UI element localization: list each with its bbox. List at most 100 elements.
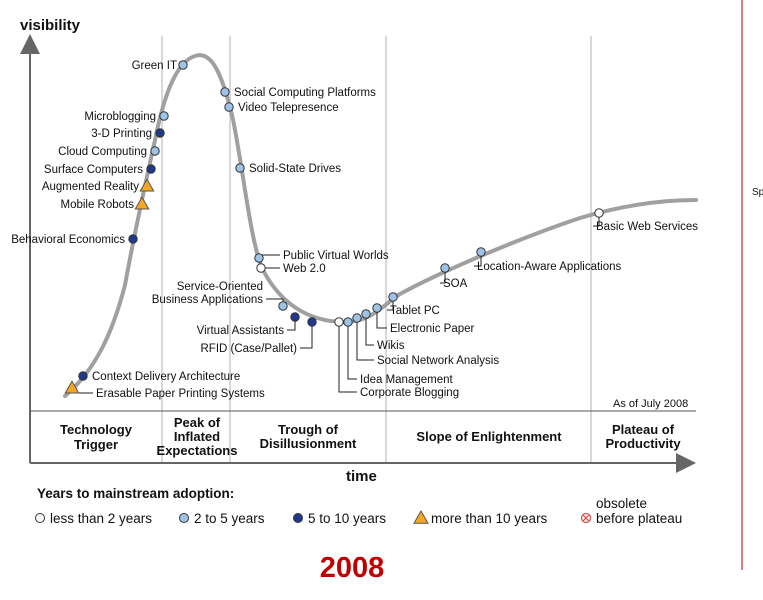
leader-line [338, 326, 357, 393]
tech-idea-management: Idea Management [343, 317, 454, 386]
legend-label: 2 to 5 years [194, 511, 265, 526]
legend-marker-2-to-5 [179, 513, 189, 523]
marker-social-computing-platforms [220, 87, 230, 97]
label-erasable-paper-printing-systems: Erasable Paper Printing Systems [96, 388, 265, 400]
label-wikis: Wikis [377, 340, 405, 352]
hype-curve [63, 53, 698, 398]
legend-item-2-to-5: 2 to 5 years [179, 511, 265, 526]
leader-line [387, 301, 394, 311]
marker-virtual-assistants [290, 312, 300, 322]
as-of-note: As of July 2008 [613, 398, 688, 410]
label-idea-management: Idea Management [360, 374, 454, 386]
label-basic-web-services: Basic Web Services [596, 221, 698, 233]
label-electronic-paper: Electronic Paper [390, 323, 475, 335]
label-video-telepresence: Video Telepresence [238, 102, 339, 114]
tech-location-aware-applications: Location-Aware Applications [474, 247, 622, 273]
tech-wikis: Wikis [361, 309, 405, 352]
tech-social-computing-platforms: Social Computing Platforms [220, 87, 376, 99]
label-soa: SOA [443, 278, 468, 290]
label-augmented-reality: Augmented Reality [42, 181, 139, 193]
phase-labels: Technology Trigger Peak of Inflated Expe… [60, 415, 681, 458]
legend-marker-5-to-10 [293, 513, 303, 523]
label-context-delivery-architecture: Context Delivery Architecture [92, 371, 240, 383]
tech-web-2-0: Web 2.0 [256, 263, 326, 275]
marker-idea-management [343, 317, 353, 327]
legend-label: 5 to 10 years [308, 511, 386, 526]
x-axis-label: time [346, 468, 377, 485]
label-rfid-case-pallet: RFID (Case/Pallet) [201, 343, 298, 355]
label-public-virtual-worlds: Public Virtual Worlds [283, 250, 389, 262]
marker-3-d-printing [155, 128, 165, 138]
tech-solid-state-drives: Solid-State Drives [235, 163, 341, 175]
legend-marker-less-than-2 [35, 513, 45, 523]
marker-wikis [361, 309, 371, 319]
leader-line [440, 272, 446, 284]
label-web-2-0: Web 2.0 [283, 263, 326, 275]
tech-green-it: Green IT [132, 60, 188, 72]
marker-electronic-paper [372, 303, 382, 313]
label-social-computing-platforms: Social Computing Platforms [234, 87, 376, 99]
phase-plateau-line2: Productivity [605, 436, 681, 451]
tech-augmented-reality: Augmented Reality [42, 178, 155, 193]
tech-erasable-paper-printing-systems: Erasable Paper Printing Systems [64, 380, 265, 400]
marker-mobile-robots [134, 196, 150, 210]
marker-video-telepresence [224, 102, 234, 112]
tech-behavioral-economics: Behavioral Economics [11, 234, 138, 246]
phase-plateau: Plateau of [612, 422, 675, 437]
phase-technology-trigger: Technology [60, 422, 133, 437]
label-green-it: Green IT [132, 60, 177, 72]
marker-behavioral-economics [128, 234, 138, 244]
marker-erasable-paper-printing-systems [64, 380, 80, 394]
phase-peak-line3: Expectations [157, 443, 238, 458]
marker-basic-web-services [594, 208, 604, 218]
tech-microblogging: Microblogging [84, 111, 169, 123]
technology-marks: Green IT Social Computing Platforms Video … [11, 60, 698, 400]
marker-cloud-computing [150, 146, 160, 156]
tech-surface-computers: Surface Computers [44, 164, 156, 176]
tech-context-delivery-architecture: Context Delivery Architecture [78, 371, 240, 383]
leader-line [474, 256, 482, 267]
marker-augmented-reality [139, 178, 155, 192]
marker-tablet-pc [388, 292, 398, 302]
tech-electronic-paper: Electronic Paper [372, 303, 475, 335]
phase-technology-trigger-line2: Trigger [74, 437, 118, 452]
legend-items: less than 2 years 2 to 5 years 5 to 10 yea… [35, 496, 682, 526]
legend-label: obsolete [596, 496, 647, 511]
phase-trough-line2: Disillusionment [260, 436, 357, 451]
label-microblogging: Microblogging [84, 111, 156, 123]
label-cloud-computing: Cloud Computing [58, 146, 147, 158]
label-social-network-analysis: Social Network Analysis [377, 355, 499, 367]
marker-rfid-case-pallet [307, 317, 317, 327]
legend-marker-obsolete [580, 512, 592, 524]
tech-soa: SOA [440, 263, 468, 290]
legend-label: more than 10 years [431, 511, 548, 526]
tech-tablet-pc: Tablet PC [387, 292, 440, 317]
label-mobile-robots: Mobile Robots [60, 199, 134, 211]
tech-corporate-blogging: Corporate Blogging [334, 317, 459, 399]
marker-soa [440, 263, 450, 273]
label-tablet-pc: Tablet PC [390, 305, 440, 317]
marker-location-aware-applications [476, 247, 486, 257]
leader-line [376, 312, 387, 329]
label-location-aware-applications: Location-Aware Applications [477, 261, 622, 273]
marker-microblogging [159, 111, 169, 121]
tech-3-d-printing: 3-D Printing [91, 128, 165, 140]
leader-line [593, 217, 600, 227]
label-corporate-blogging: Corporate Blogging [360, 387, 459, 399]
marker-solid-state-drives [235, 163, 245, 173]
tech-public-virtual-worlds: Public Virtual Worlds [254, 250, 389, 263]
cropped-edge-text: Sp [752, 187, 763, 198]
phase-slope: Slope of Enlightenment [416, 429, 562, 444]
legend-label-line2: before plateau [596, 511, 682, 526]
tech-virtual-assistants: Virtual Assistants [197, 312, 300, 337]
leader-line [287, 321, 296, 331]
marker-context-delivery-architecture [78, 371, 88, 381]
label-solid-state-drives: Solid-State Drives [249, 163, 341, 175]
marker-corporate-blogging [334, 317, 344, 327]
year-label: 2008 [320, 552, 385, 584]
marker-public-virtual-worlds [254, 253, 264, 263]
label-service-oriented-business-applications-line2: Business Applications [152, 294, 263, 306]
